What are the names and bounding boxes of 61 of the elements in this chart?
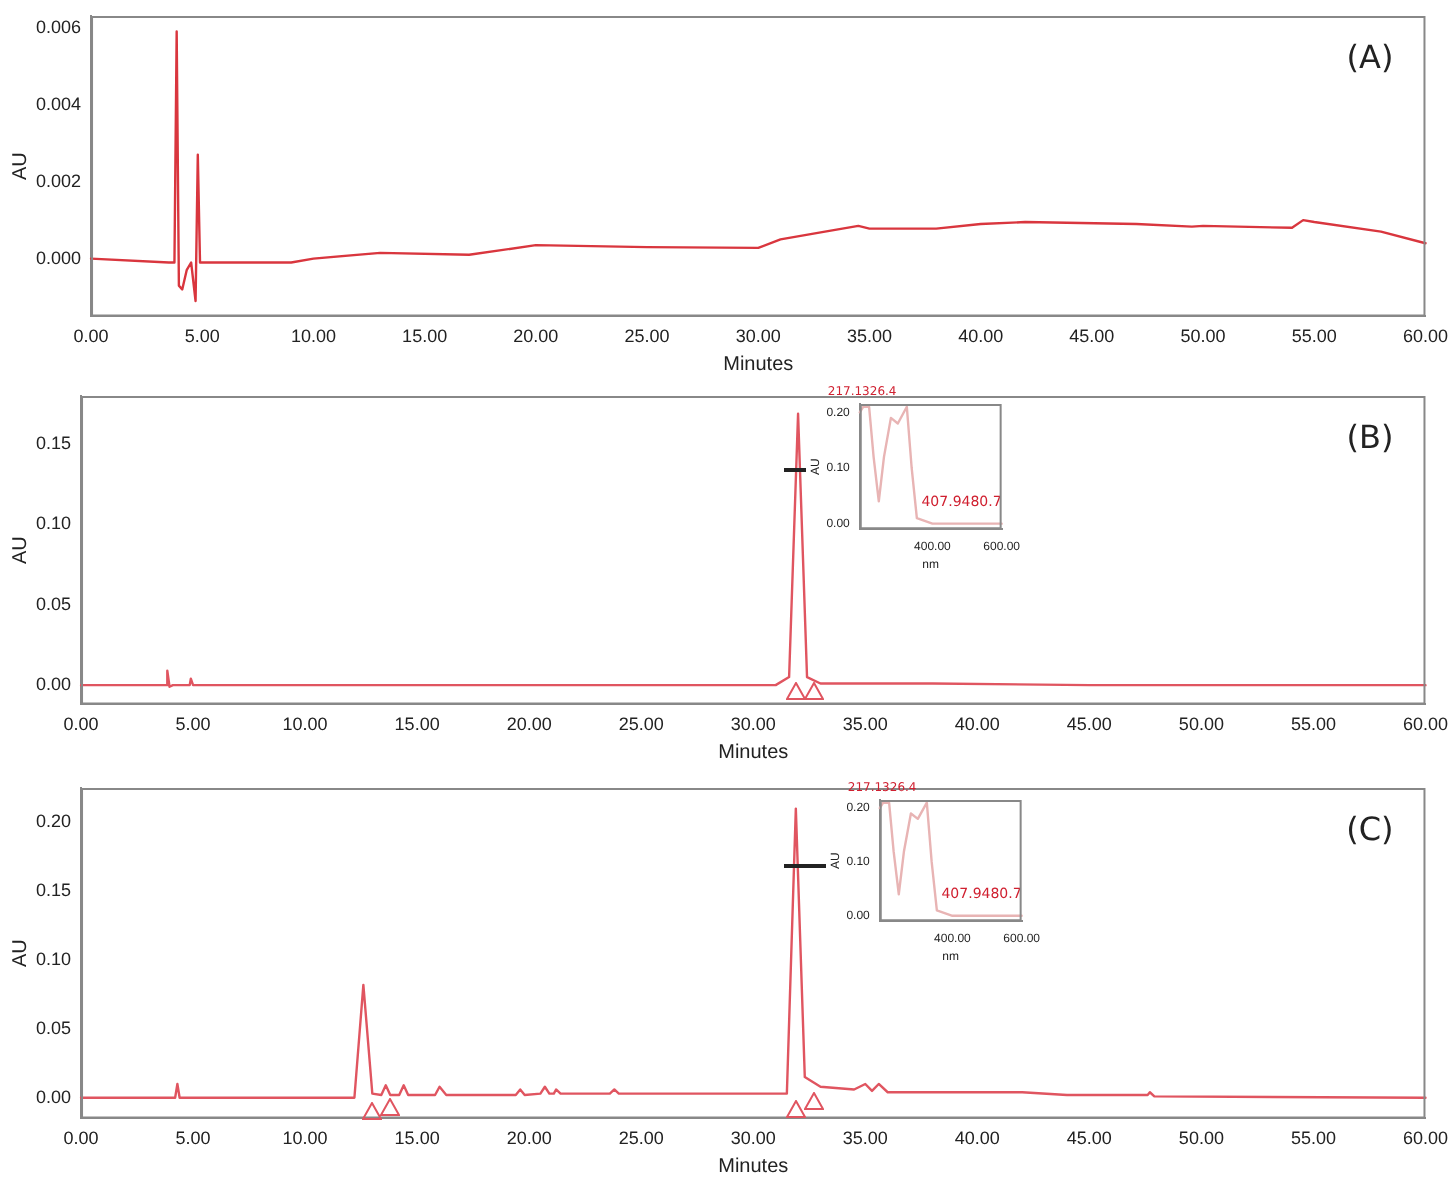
x-tick-label: 5.00	[175, 1128, 211, 1149]
y-tick-label: 0.002	[35, 170, 82, 191]
x-tick-label: 50.00	[1178, 714, 1224, 735]
x-tick-label: 30.00	[730, 714, 776, 735]
x-tick-label: 55.00	[1290, 714, 1336, 735]
y-tick-label: 0.006	[35, 16, 82, 37]
x-tick-label: 50.00	[1180, 326, 1226, 347]
y-axis-title: AU	[9, 536, 32, 565]
x-tick-label: 20.00	[506, 714, 552, 735]
x-tick-label: 40.00	[954, 1128, 1000, 1149]
text: (A)	[1346, 38, 1394, 77]
x-tick-label: 55.00	[1290, 1128, 1336, 1149]
y-tick-label: 0.000	[35, 247, 82, 268]
x-tick-label: 0.00	[63, 714, 99, 735]
x-tick-label: 5.00	[184, 326, 220, 347]
x-tick-label: 10.00	[282, 714, 328, 735]
x-tick-label: 45.00	[1066, 714, 1112, 735]
x-axis-title: Minutes	[718, 741, 789, 764]
x-tick-label: 55.00	[1291, 326, 1337, 347]
x-tick-label: 35.00	[846, 326, 892, 347]
x-tick-label: 30.00	[730, 1128, 776, 1149]
x-tick-label: 15.00	[402, 326, 448, 347]
y-tick-label: 0.05	[35, 593, 72, 614]
y-tick-label: 0.10	[35, 513, 72, 534]
x-tick-label: 0.00	[73, 326, 109, 347]
y-axis-title: AU	[9, 152, 32, 181]
y-axis-title: AU	[9, 939, 32, 968]
x-tick-label: 40.00	[958, 326, 1004, 347]
y-tick-label: 0.10	[35, 949, 72, 970]
text: (C)	[1346, 810, 1394, 849]
y-tick-label: 0.004	[35, 93, 82, 114]
x-tick-label: 30.00	[735, 326, 781, 347]
y-tick-label: 0.15	[35, 433, 72, 454]
y-tick-label: 0.00	[35, 674, 72, 695]
x-tick-label: 10.00	[282, 1128, 328, 1149]
x-axis-title: Minutes	[718, 1155, 789, 1178]
x-tick-label: 0.00	[63, 1128, 99, 1149]
x-tick-label: 15.00	[394, 1128, 440, 1149]
x-tick-label: 20.00	[506, 1128, 552, 1149]
x-tick-label: 35.00	[842, 714, 888, 735]
y-tick-label: 0.15	[35, 880, 72, 901]
x-tick-label: 15.00	[394, 714, 440, 735]
x-axis-title: Minutes	[723, 353, 794, 376]
x-tick-label: 25.00	[624, 326, 670, 347]
x-tick-label: 5.00	[175, 714, 211, 735]
x-tick-label: 25.00	[618, 1128, 664, 1149]
x-tick-label: 60.00	[1402, 326, 1449, 347]
y-tick-label: 0.05	[35, 1017, 72, 1038]
y-tick-label: 0.20	[35, 811, 72, 832]
x-tick-label: 25.00	[618, 714, 664, 735]
y-tick-label: 0.00	[35, 1086, 72, 1107]
x-tick-label: 10.00	[290, 326, 336, 347]
x-tick-label: 20.00	[513, 326, 559, 347]
x-tick-label: 45.00	[1069, 326, 1115, 347]
x-tick-label: 50.00	[1178, 1128, 1224, 1149]
x-tick-label: 35.00	[842, 1128, 888, 1149]
text: (B)	[1346, 418, 1394, 457]
x-tick-label: 60.00	[1402, 714, 1449, 735]
x-tick-label: 45.00	[1066, 1128, 1112, 1149]
x-tick-label: 40.00	[954, 714, 1000, 735]
x-tick-label: 60.00	[1402, 1128, 1449, 1149]
